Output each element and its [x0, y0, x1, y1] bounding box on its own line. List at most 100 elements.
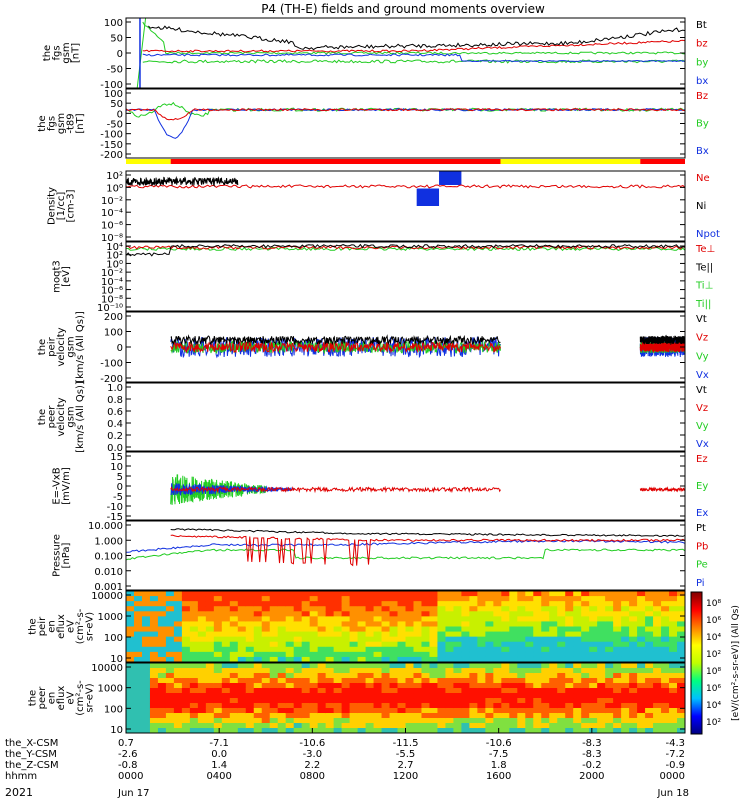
spec-cell [557, 708, 566, 714]
spec-cell [637, 601, 646, 607]
spec-cell [533, 626, 542, 633]
spec-cell [525, 626, 534, 633]
spec-cell [261, 698, 271, 704]
spec-cell [557, 656, 566, 662]
spec-cell [397, 718, 407, 724]
spec-cell [597, 591, 606, 597]
spec-cell [229, 596, 239, 602]
ytick-label: 1000 [98, 684, 123, 695]
spec-cell [141, 601, 151, 607]
spec-cell [285, 626, 295, 633]
spec-cell [437, 673, 447, 679]
spec-cell [373, 698, 383, 704]
spec-cell [365, 663, 375, 669]
spec-cell [501, 718, 510, 724]
spec-cell [357, 718, 367, 724]
panel-0-plot-area [136, 18, 685, 88]
spec-cell [181, 678, 191, 684]
spec-cell [429, 703, 439, 709]
spec-cell [445, 668, 455, 674]
spec-cell [469, 683, 478, 689]
spec-cell [613, 708, 622, 714]
legend-entry: Bt [696, 20, 707, 31]
spec-cell [453, 636, 462, 643]
xaxis-value: 1200 [393, 771, 418, 782]
ylabel-line: (cm²-s- [75, 608, 86, 644]
spec-cell [389, 636, 399, 643]
spec-cell [221, 606, 231, 612]
spec-cell [133, 646, 143, 653]
spec-cell [133, 631, 143, 638]
series-pi [126, 539, 685, 553]
ylabel-line: [km/s (All Qs)] [75, 381, 86, 453]
spec-cell [421, 636, 431, 643]
spec-cell [341, 698, 351, 704]
spec-cell [597, 698, 606, 704]
spec-cell [381, 688, 391, 694]
ytick-label: 0.001 [94, 582, 123, 593]
spec-cell [549, 626, 558, 633]
spec-cell [149, 596, 159, 602]
panel-6-plot-area [170, 474, 685, 505]
spec-cell [493, 591, 502, 597]
spec-cell [229, 606, 239, 612]
spec-cell [541, 673, 550, 679]
spec-cell [285, 606, 295, 612]
spec-cell [565, 636, 574, 643]
spec-cell [293, 668, 303, 674]
colorbar-tick: 10² [706, 718, 721, 728]
spec-cell [621, 703, 630, 709]
xaxis-value: -7.1 [209, 738, 229, 749]
spec-cell [261, 693, 271, 699]
spec-cell [565, 631, 574, 638]
spec-cell [181, 713, 191, 719]
spec-cell [613, 616, 622, 623]
spec-cell [126, 723, 135, 729]
spec-cell [661, 636, 670, 643]
legend-entry: Vx [696, 439, 709, 450]
spec-cell [453, 621, 462, 628]
spec-cell [269, 698, 279, 704]
spec-cell [437, 708, 447, 714]
spec-cell [126, 631, 135, 638]
spec-cell [269, 641, 279, 648]
spec-cell [141, 668, 151, 674]
spec-cell [597, 596, 606, 602]
spec-cell [493, 723, 502, 729]
spec-cell [453, 703, 462, 709]
spec-cell [205, 703, 215, 709]
spec-cell [325, 601, 335, 607]
spec-cell [437, 683, 447, 689]
spec-cell [173, 723, 183, 729]
spec-cell [261, 683, 271, 689]
spec-cell [661, 728, 670, 733]
spec-cell [421, 708, 431, 714]
spec-cell [645, 688, 654, 694]
spec-cell [549, 651, 558, 658]
spec-cell [357, 646, 367, 653]
spec-cell [317, 723, 327, 729]
spec-cell [365, 698, 375, 704]
panel-3: 10⁴10²10⁰10⁻²10⁻⁴10⁻⁶10⁻⁸10⁻¹⁰moqt3[eV]T… [51, 241, 715, 314]
spec-cell [253, 693, 263, 699]
spec-cell [277, 641, 287, 648]
spec-cell [413, 693, 423, 699]
spec-cell [429, 651, 439, 658]
spec-cell [237, 708, 247, 714]
spec-cell [429, 641, 439, 648]
spec-cell [253, 678, 263, 684]
spec-cell [341, 668, 351, 674]
spec-cell [245, 646, 255, 653]
spec-cell [605, 703, 614, 709]
spec-cell [637, 616, 646, 623]
spec-cell [541, 683, 550, 689]
spec-cell [389, 688, 399, 694]
spec-cell [381, 621, 391, 628]
spec-cell [637, 688, 646, 694]
spec-cell [301, 636, 311, 643]
spec-cell [557, 591, 566, 597]
spec-cell [517, 641, 526, 648]
spec-cell [637, 693, 646, 699]
spec-cell [141, 591, 151, 597]
spec-cell [405, 651, 415, 658]
